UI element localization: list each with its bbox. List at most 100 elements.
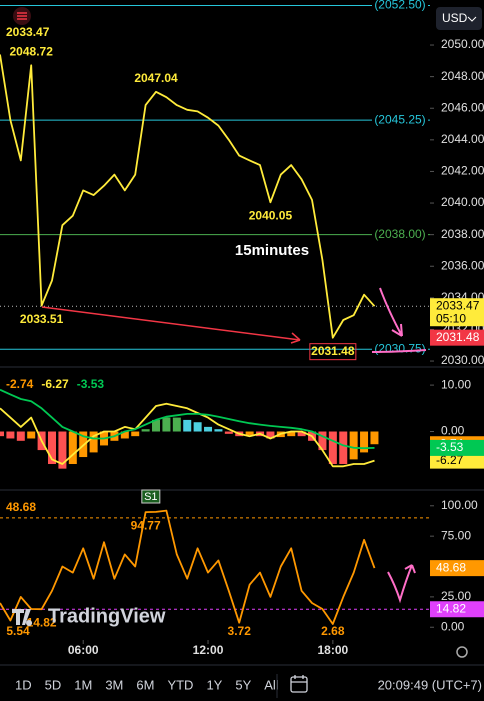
histogram-bar xyxy=(58,431,67,469)
annotation: 2031.48 xyxy=(311,344,355,358)
range-button[interactable]: 5D xyxy=(45,677,62,692)
price-tag: 2031.48 xyxy=(436,330,480,344)
histogram-bar xyxy=(141,429,150,432)
level-tag: 14.82 xyxy=(436,601,466,615)
histogram-bar xyxy=(16,431,25,441)
last-price-tag-bg xyxy=(430,298,484,327)
settings-icon[interactable] xyxy=(456,646,468,658)
calendar-body xyxy=(290,676,308,693)
range-button[interactable]: 1D xyxy=(15,677,32,692)
price-tag-bg xyxy=(430,329,484,346)
pane: 10.000.00-2.74 -6.27 -3.53 xyxy=(0,377,471,469)
y-tick-label: 2030.00 xyxy=(441,353,484,367)
x-tick-label: 18:00 xyxy=(317,643,348,657)
annotation: 5.54 xyxy=(6,624,30,638)
calendar-icon[interactable] xyxy=(290,675,308,693)
histogram-bar xyxy=(0,431,4,437)
value-tag: -3.53 xyxy=(436,440,464,454)
annotation: 2033.51 xyxy=(20,312,64,326)
currency-caret xyxy=(467,16,477,22)
drawn-underline xyxy=(371,349,427,353)
header-value: -2.74 xyxy=(6,377,34,391)
histogram-bar xyxy=(204,426,213,432)
marker-label: S1 xyxy=(144,491,157,503)
range-button[interactable]: 3M xyxy=(105,677,123,692)
y-tick-label: 2036.00 xyxy=(441,258,484,272)
y-tick-label: 2048.00 xyxy=(441,69,484,83)
currency-label: USD xyxy=(442,11,468,25)
range-button[interactable]: 6M xyxy=(136,677,154,692)
level-label: (2052.50) xyxy=(374,0,425,12)
pane: 2030.002032.002034.002036.002038.002040.… xyxy=(0,0,484,367)
drawn-arrow-head xyxy=(290,332,301,344)
annotation: 2.68 xyxy=(321,624,345,638)
histogram-bar xyxy=(349,431,358,460)
y-tick-label: 75.00 xyxy=(441,528,471,542)
y-tick-label: 10.00 xyxy=(441,377,471,391)
currency-button[interactable] xyxy=(436,7,482,30)
value-tag-bg xyxy=(430,560,484,577)
header-value: -3.53 xyxy=(77,377,105,391)
histogram-bar xyxy=(287,431,296,437)
histogram-bar xyxy=(214,429,223,432)
annotation: 3.72 xyxy=(228,624,252,638)
y-tick-label: 2038.00 xyxy=(441,227,484,241)
y-tick-label: 2042.00 xyxy=(441,164,484,178)
series-line xyxy=(0,54,376,339)
annotation: 2047.04 xyxy=(134,71,178,85)
series-line xyxy=(0,509,376,625)
value-tag: -6.27 xyxy=(436,453,464,467)
y-tick-label: 2046.00 xyxy=(441,100,484,114)
level-label: (2038.00) xyxy=(374,227,425,241)
last-price-tag-countdown: 05:10 xyxy=(436,311,466,325)
histogram-bar xyxy=(152,419,161,432)
x-tick-label: 12:00 xyxy=(193,643,224,657)
header-value: -6.27 xyxy=(41,377,69,391)
value-tag-bg xyxy=(430,452,484,469)
x-tick-label: 06:00 xyxy=(68,643,99,657)
histogram-bar xyxy=(48,431,57,465)
histogram-bar xyxy=(339,431,348,465)
y-tick-label: 100.00 xyxy=(441,498,478,512)
histogram-bar xyxy=(224,431,233,434)
range-button[interactable]: 5Y xyxy=(235,677,251,692)
drawn-arrow xyxy=(379,287,403,337)
drawn-arrow xyxy=(41,306,301,341)
annotation: 14.82 xyxy=(27,615,57,629)
drawn-arrow xyxy=(387,564,416,604)
level-label: (2030.75) xyxy=(374,341,425,355)
y-tick-label: 0.00 xyxy=(441,619,465,633)
pane: 100.0075.0050.0025.000.005.5414.8294.773… xyxy=(0,489,478,638)
value-tag-bg xyxy=(430,439,484,456)
y-tick-label: 25.00 xyxy=(441,589,471,603)
level-label-bg xyxy=(372,227,428,242)
range-button[interactable]: 1M xyxy=(74,677,92,692)
watermark-logo xyxy=(12,609,33,626)
menu-icon-lines xyxy=(17,12,27,20)
value-tag: 48.68 xyxy=(436,560,466,574)
range-button[interactable]: YTD xyxy=(167,677,193,692)
calendar-lines xyxy=(291,675,307,683)
histogram-bar xyxy=(266,431,275,439)
histogram-bar xyxy=(193,422,202,432)
series-line xyxy=(0,402,375,468)
level-label-bg xyxy=(372,0,428,13)
y-tick-label: 2050.00 xyxy=(441,37,484,51)
level-label-bg xyxy=(372,113,428,128)
range-button[interactable]: All xyxy=(264,677,279,692)
header-value: 2033.47 xyxy=(6,25,50,39)
range-button[interactable]: 1Y xyxy=(206,677,222,692)
watermark: TradingView xyxy=(12,605,166,627)
histogram-bar xyxy=(68,431,77,465)
histogram-bar xyxy=(6,431,15,439)
header-value: 48.68 xyxy=(6,500,36,514)
y-tick-label: 2040.00 xyxy=(441,195,484,209)
histogram-bar xyxy=(131,431,140,437)
histogram-bar xyxy=(120,431,129,439)
series-line xyxy=(0,388,375,450)
annotation: 94.77 xyxy=(131,518,161,532)
chart-title: 15minutes xyxy=(235,242,309,259)
settings-gear xyxy=(456,646,468,658)
